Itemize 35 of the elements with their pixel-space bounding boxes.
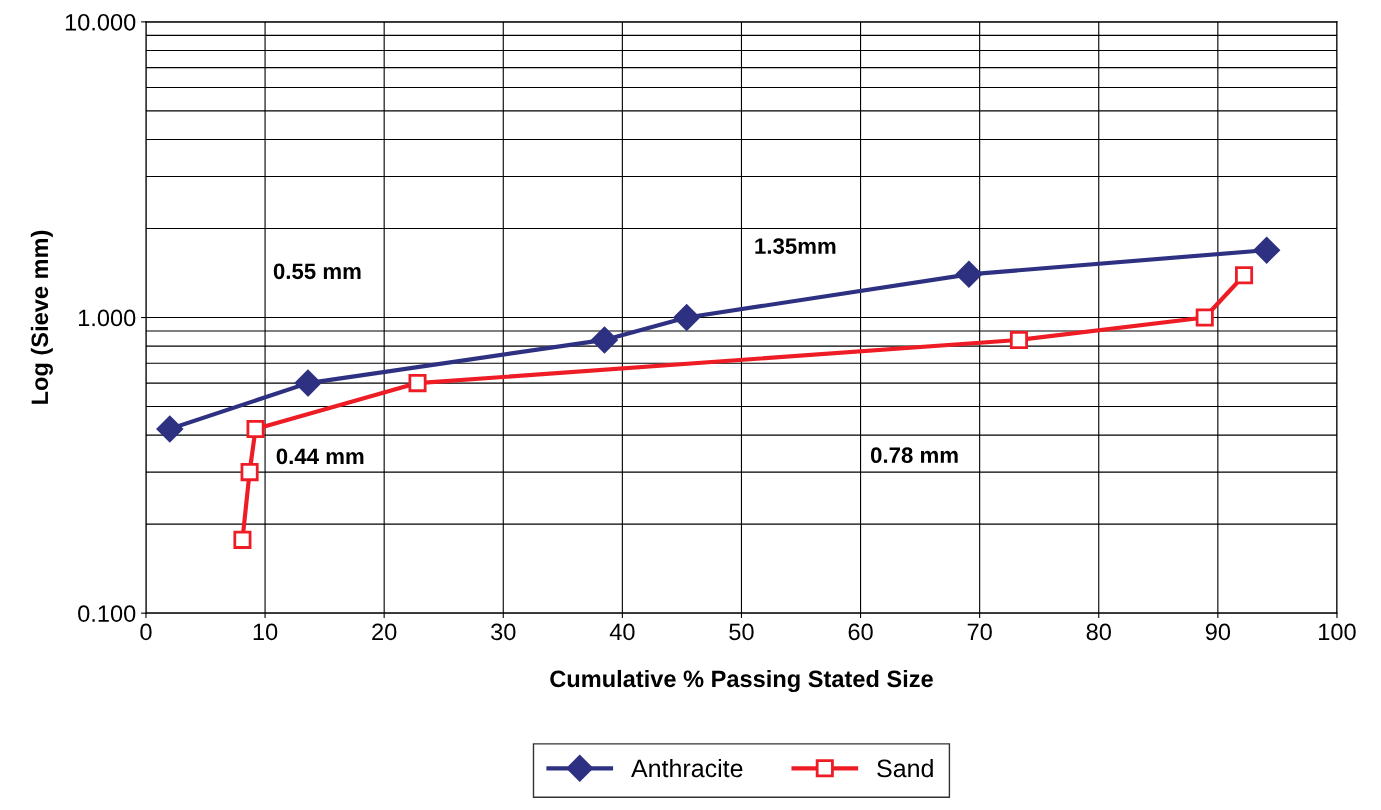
y-axis-title: Log (Sieve mm) bbox=[30, 230, 53, 404]
x-tick-label: 70 bbox=[967, 623, 992, 641]
x-tick-label: 0 bbox=[140, 623, 152, 641]
point bbox=[1253, 236, 1280, 264]
point bbox=[673, 304, 700, 331]
point bbox=[408, 374, 427, 393]
point bbox=[233, 530, 252, 549]
point bbox=[1195, 308, 1214, 327]
x-tick-label: 100 bbox=[1319, 623, 1356, 641]
x-tick-label: 80 bbox=[1086, 623, 1111, 641]
x-tick-label: 40 bbox=[609, 623, 635, 641]
annotation: 1.35mm bbox=[755, 238, 836, 254]
x-tick-label: 90 bbox=[1205, 623, 1231, 641]
point bbox=[955, 261, 983, 288]
y-tick-label: 0.100 bbox=[78, 605, 136, 622]
x-tick-label: 20 bbox=[372, 623, 397, 641]
x-tick-label: 10 bbox=[253, 623, 278, 641]
point bbox=[240, 463, 259, 482]
point bbox=[156, 415, 183, 443]
x-tick-label: 60 bbox=[848, 623, 873, 641]
y-tick-label: 10.000 bbox=[65, 13, 136, 31]
annotation: 0.44 mm bbox=[276, 448, 364, 465]
y-tick-label: 1.000 bbox=[78, 309, 136, 327]
x-axis-title: Cumulative % Passing Stated Size bbox=[550, 669, 933, 693]
x-tick-label: 30 bbox=[491, 623, 516, 641]
point bbox=[246, 419, 265, 438]
point bbox=[294, 369, 322, 397]
point bbox=[591, 326, 618, 354]
x-tick-label: 50 bbox=[729, 623, 754, 641]
legend-label: Sand bbox=[877, 758, 933, 778]
point bbox=[1009, 330, 1028, 349]
point bbox=[1235, 266, 1254, 285]
annotation: 0.55 mm bbox=[273, 263, 361, 280]
annotation: 0.78 mm bbox=[870, 447, 958, 464]
legend-label: Anthracite bbox=[631, 758, 743, 778]
